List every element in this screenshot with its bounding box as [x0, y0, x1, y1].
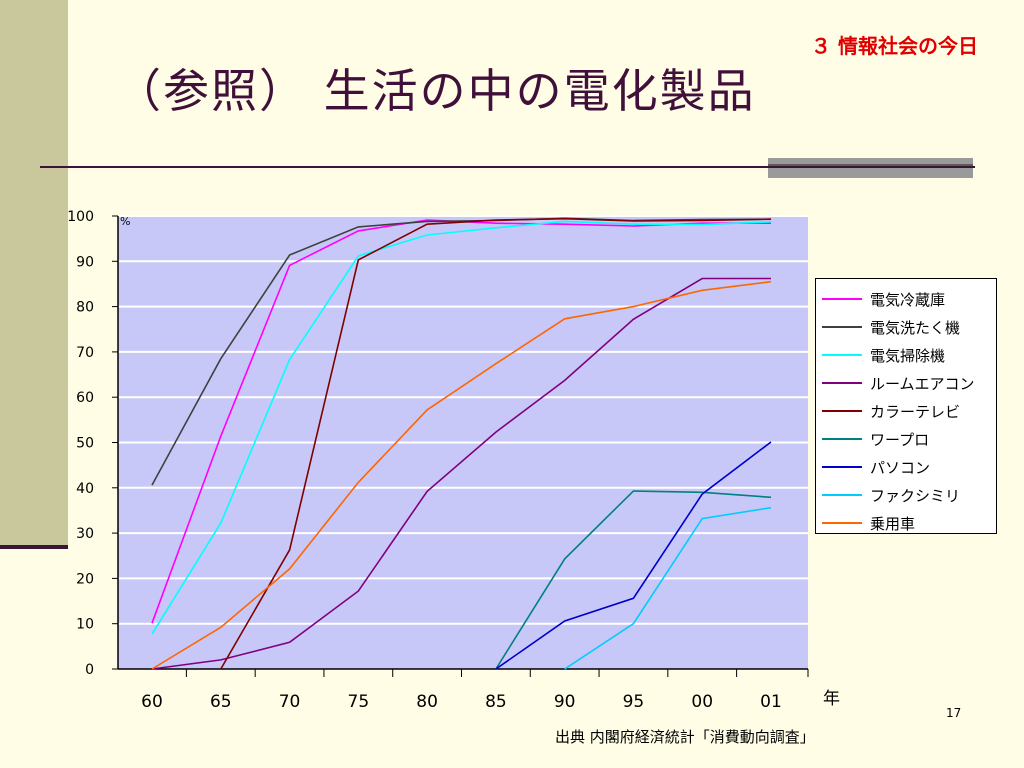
title-accent-line: [768, 164, 973, 167]
y-tick-label: 60: [76, 390, 94, 406]
x-tick-label: 90: [554, 692, 576, 712]
source-note: 出典 内閣府経済統計「消費動向調査」: [555, 728, 815, 746]
legend-label: ファクシミリ: [870, 486, 961, 505]
legend-item: ワープロ: [822, 425, 996, 453]
legend-label: ワープロ: [870, 430, 930, 449]
legend-swatch: [822, 522, 862, 524]
x-tick-label: 80: [416, 692, 438, 712]
title-underline: [40, 166, 975, 168]
legend-swatch: [822, 326, 862, 328]
series-line: [151, 220, 772, 635]
x-axis-ticks: 60 65 70 75 80 85 90 95 00 01: [141, 669, 809, 712]
legend-label: カラーテレビ: [870, 402, 961, 421]
x-tick-label: 01: [760, 692, 782, 712]
legend-label: ルームエアコン: [870, 374, 975, 393]
y-tick-label: 20: [76, 571, 94, 587]
y-tick-label: 30: [76, 526, 94, 542]
legend-label: 電気洗たく機: [870, 318, 961, 337]
legend-swatch: [822, 410, 862, 412]
x-tick-label: 00: [691, 692, 713, 712]
legend-swatch: [822, 438, 862, 440]
x-tick-label: 65: [210, 692, 232, 712]
series-line: [151, 280, 772, 670]
y-axis-ticks: 0 10 20 30 40 50 60 70 80 90 100: [67, 209, 118, 678]
legend-item: 電気冷蔵庫: [822, 285, 996, 313]
y-axis-unit-label: %: [120, 215, 130, 228]
legend-swatch: [822, 354, 862, 356]
x-tick-label: 70: [279, 692, 301, 712]
series-line: [220, 217, 772, 670]
x-tick-label: 95: [623, 692, 645, 712]
legend-label: 電気掃除機: [870, 346, 946, 365]
y-tick-label: 50: [76, 436, 94, 452]
legend-swatch: [822, 382, 862, 384]
left-decor-bar: [0, 0, 68, 545]
y-tick-label: 100: [67, 209, 94, 225]
series-line: [564, 506, 772, 670]
y-tick-label: 0: [85, 662, 94, 678]
x-tick-label: 60: [141, 692, 163, 712]
legend-label: パソコン: [870, 458, 931, 477]
x-tick-label: 85: [485, 692, 507, 712]
chart-legend: 電気冷蔵庫電気洗たく機 電気掃除機ルームエアコン カラーテレビ ワープロパソコンファク…: [815, 278, 997, 534]
legend-swatch: [822, 494, 862, 496]
series-lines: [151, 217, 772, 670]
legend-swatch: [822, 298, 862, 300]
legend-item: カラーテレビ: [822, 397, 996, 425]
legend-item: ルームエアコン: [822, 369, 996, 397]
slide-title: （参照） 生活の中の電化製品: [115, 64, 756, 118]
legend-swatch: [822, 466, 862, 468]
y-tick-label: 40: [76, 481, 94, 497]
page-number: 17: [946, 706, 962, 720]
x-tick-label: 75: [348, 692, 370, 712]
series-line: [495, 490, 772, 670]
series-line: [495, 441, 772, 670]
left-decor-line: [0, 545, 68, 549]
y-tick-label: 70: [76, 345, 94, 361]
y-tick-label: 80: [76, 300, 94, 316]
x-axis-unit-label: 年: [823, 689, 840, 709]
y-tick-label: 10: [76, 617, 94, 633]
legend-item: 電気洗たく機: [822, 313, 996, 341]
y-tick-label: 90: [76, 254, 94, 270]
legend-label: 電気冷蔵庫: [870, 290, 946, 309]
legend-item: 電気掃除機: [822, 341, 996, 369]
legend-item: ファクシミリ: [822, 481, 996, 509]
legend-item: パソコン: [822, 453, 996, 481]
section-label: ３ 情報社会の今日: [811, 34, 978, 58]
legend-item: 乗用車: [822, 509, 996, 537]
legend-label: 乗用車: [870, 514, 916, 533]
title-accent-block: [768, 158, 973, 178]
